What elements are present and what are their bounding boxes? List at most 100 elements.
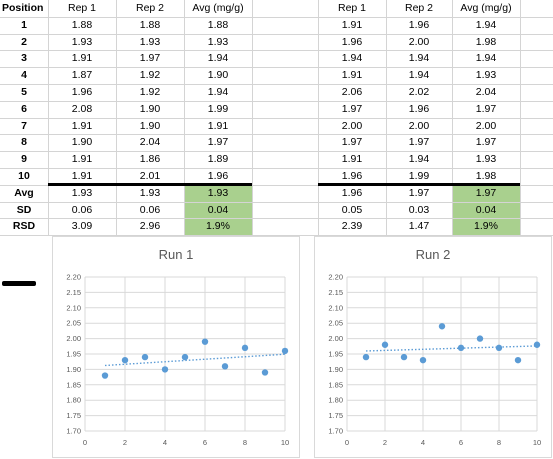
position-cell[interactable]: 9	[21, 153, 27, 165]
data-cell[interactable]: 1.97	[475, 103, 497, 115]
stat-cell[interactable]: 1.96	[341, 187, 363, 199]
data-cell[interactable]: 1.92	[139, 69, 161, 81]
data-cell[interactable]: 1.91	[341, 19, 363, 31]
data-cell[interactable]: 1.91	[71, 153, 93, 165]
data-point[interactable]	[241, 344, 249, 352]
data-cell[interactable]: 1.93	[475, 69, 497, 81]
data-cell[interactable]: 1.93	[475, 153, 497, 165]
position-cell[interactable]: 10	[18, 170, 30, 182]
data-cell[interactable]: 1.90	[71, 136, 93, 148]
data-cell[interactable]: 1.97	[341, 136, 363, 148]
data-point[interactable]	[438, 323, 446, 330]
stat-cell[interactable]: 2.96	[139, 220, 161, 232]
data-cell[interactable]: 2.00	[475, 120, 497, 132]
data-point[interactable]	[514, 356, 522, 364]
data-cell[interactable]: 1.94	[207, 86, 229, 98]
data-cell[interactable]: 1.98	[475, 36, 497, 48]
header-right-3[interactable]: Avg (mg/g)	[460, 2, 512, 14]
data-cell[interactable]: 1.96	[408, 103, 430, 115]
data-cell[interactable]: 1.94	[475, 52, 497, 64]
data-cell[interactable]: 1.93	[71, 36, 93, 48]
data-point[interactable]	[161, 366, 169, 373]
stat-cell[interactable]: 1.9%	[474, 220, 498, 232]
stat-cell[interactable]: 0.04	[475, 204, 497, 216]
data-cell[interactable]: 1.94	[408, 52, 430, 64]
position-cell[interactable]: 7	[21, 120, 27, 132]
data-cell[interactable]: 2.00	[341, 120, 363, 132]
data-cell[interactable]: 1.86	[139, 153, 161, 165]
data-cell[interactable]: 1.97	[341, 103, 363, 115]
stat-label[interactable]: RSD	[12, 220, 36, 232]
data-cell[interactable]: 1.96	[71, 86, 93, 98]
data-cell[interactable]: 2.00	[408, 36, 430, 48]
data-point[interactable]	[181, 353, 189, 361]
stat-cell[interactable]: 1.9%	[206, 220, 230, 232]
data-cell[interactable]: 1.90	[139, 120, 161, 132]
data-point[interactable]	[381, 341, 389, 348]
stat-cell[interactable]: 0.04	[207, 204, 229, 216]
stat-cell[interactable]: 1.47	[408, 220, 430, 232]
position-cell[interactable]: 2	[21, 36, 27, 48]
header-position[interactable]: Position	[2, 2, 44, 14]
position-cell[interactable]: 5	[21, 86, 27, 98]
data-point[interactable]	[476, 335, 484, 342]
data-point[interactable]	[261, 369, 269, 376]
data-cell[interactable]: 1.91	[341, 69, 363, 81]
stat-cell[interactable]: 1.93	[71, 187, 93, 199]
stat-cell[interactable]: 0.05	[341, 204, 363, 216]
data-cell[interactable]: 2.00	[408, 120, 430, 132]
stat-cell[interactable]: 3.09	[71, 220, 93, 232]
data-cell[interactable]: 1.90	[139, 103, 161, 115]
data-cell[interactable]: 1.99	[207, 103, 229, 115]
position-cell[interactable]: 1	[21, 19, 27, 31]
data-cell[interactable]: 1.97	[408, 136, 430, 148]
data-cell[interactable]: 1.91	[341, 153, 363, 165]
data-cell[interactable]: 1.88	[207, 19, 229, 31]
data-cell[interactable]: 1.93	[139, 36, 161, 48]
data-point[interactable]	[141, 353, 149, 361]
stat-cell[interactable]: 1.97	[475, 187, 497, 199]
data-cell[interactable]: 1.97	[207, 136, 229, 148]
data-cell[interactable]: 1.94	[408, 69, 430, 81]
stat-cell[interactable]: 1.93	[139, 187, 161, 199]
data-cell[interactable]: 1.91	[71, 52, 93, 64]
position-cell[interactable]: 6	[21, 103, 27, 115]
data-point[interactable]	[457, 344, 465, 352]
stat-label[interactable]: Avg	[14, 187, 34, 199]
data-cell[interactable]: 1.96	[408, 19, 430, 31]
data-cell[interactable]: 1.99	[408, 170, 430, 182]
data-cell[interactable]: 2.04	[139, 136, 161, 148]
data-cell[interactable]: 1.92	[139, 86, 161, 98]
header-right-1[interactable]: Rep 1	[337, 2, 367, 14]
data-point[interactable]	[419, 356, 427, 364]
data-cell[interactable]: 2.08	[71, 103, 93, 115]
data-cell[interactable]: 1.96	[207, 170, 229, 182]
data-cell[interactable]: 1.97	[139, 52, 161, 64]
run-1-chart[interactable]: Run 1 1.70 1.75 1.80 1.85 1.90 1.95 2.00 2.05 2.1…	[52, 236, 300, 458]
position-cell[interactable]: 8	[21, 136, 27, 148]
header-left-2[interactable]: Rep 2	[135, 2, 165, 14]
data-point[interactable]	[281, 347, 289, 355]
data-cell[interactable]: 1.91	[71, 170, 93, 182]
data-cell[interactable]: 1.88	[139, 19, 161, 31]
data-cell[interactable]: 1.90	[207, 69, 229, 81]
data-cell[interactable]: 1.89	[207, 153, 229, 165]
data-point[interactable]	[362, 353, 370, 361]
data-point[interactable]	[533, 341, 541, 348]
position-cell[interactable]: 4	[21, 69, 27, 81]
data-point[interactable]	[121, 356, 129, 364]
data-cell[interactable]: 1.93	[207, 36, 229, 48]
data-cell[interactable]: 2.01	[139, 170, 161, 182]
run-2-chart[interactable]: Run 2 1.70 1.75 1.80 1.85 1.90 1.95 2.00 2.05 2.1…	[314, 236, 552, 458]
data-cell[interactable]: 1.88	[71, 19, 93, 31]
data-point[interactable]	[495, 344, 503, 352]
data-cell[interactable]: 1.91	[207, 120, 229, 132]
stat-cell[interactable]: 2.39	[341, 220, 363, 232]
header-left-1[interactable]: Rep 1	[67, 2, 97, 14]
data-cell[interactable]: 1.98	[475, 170, 497, 182]
header-right-2[interactable]: Rep 2	[404, 2, 434, 14]
data-cell[interactable]: 1.91	[71, 120, 93, 132]
data-cell[interactable]: 2.04	[475, 86, 497, 98]
stat-cell[interactable]: 1.97	[408, 187, 430, 199]
